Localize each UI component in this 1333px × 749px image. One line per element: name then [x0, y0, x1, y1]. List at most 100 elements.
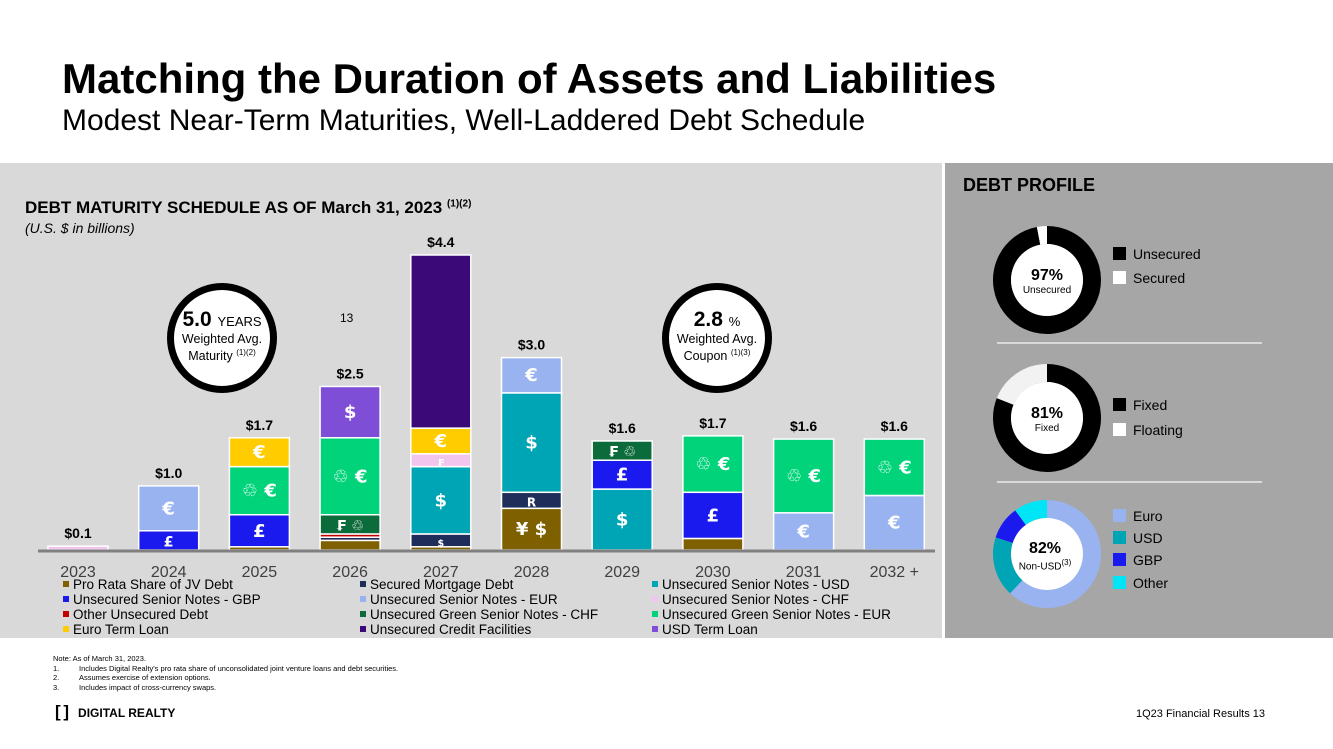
chart-legend-item-euro_term: Euro Term Loan: [63, 622, 169, 637]
legend-label: Pro Rata Share of JV Debt: [73, 577, 233, 592]
bar-segment-symbol: $: [525, 433, 538, 454]
legend-gbp: GBP: [1113, 552, 1163, 568]
x-tick-label: 2024: [151, 564, 187, 581]
bar-segment-2027-euro_term: [410, 427, 472, 455]
bar-segment-2028-eur: [500, 356, 563, 394]
legend-swatch: [360, 611, 366, 617]
chart-legend-item-usd: Unsecured Senior Notes - USD: [652, 577, 850, 592]
bar-segment-symbol: ♲ €: [695, 454, 730, 475]
page-title: Matching the Duration of Assets and Liab…: [62, 55, 997, 102]
donut1-slice-secured: [1036, 226, 1048, 245]
bar-segment-2028-jv: [500, 507, 563, 551]
bar-segment-symbol: €: [252, 442, 266, 463]
legend-swatch: [360, 581, 366, 587]
bar-segment-symbol: ♲ €: [786, 466, 821, 487]
donut1-center: [1011, 244, 1083, 316]
legend-label: Other Unsecured Debt: [73, 607, 209, 622]
chart-units: (U.S. $ in billions): [25, 220, 135, 236]
bar-segment-symbol: ₣ ♲: [608, 445, 636, 461]
bar-segment-2029-green_chf: [591, 440, 653, 461]
bar-segment-symbol: ♲ €: [877, 457, 912, 478]
legend-label: USD Term Loan: [662, 622, 758, 637]
legend-swatch: [63, 611, 69, 617]
bar-segment-symbol: $: [616, 510, 629, 531]
bar-total-label: $2.5: [336, 365, 363, 381]
bar-segment-2030-green_eur: [682, 435, 744, 494]
bar-segment-symbol: €: [434, 431, 448, 452]
donut1-slice-unsecured: [993, 226, 1101, 334]
digital-realty-logo: [ ] DIGITAL REALTY: [55, 702, 176, 721]
legend-swatch: [63, 581, 69, 587]
bar-total-label: $1.6: [609, 420, 636, 436]
bar-segment-2026-usd_term: [319, 385, 381, 439]
chart-legend-item-gbp: Unsecured Senior Notes - GBP: [63, 592, 261, 607]
chart-legend-item-usd_term: USD Term Loan: [652, 622, 758, 637]
bar-segment-2030-jv: [682, 537, 744, 551]
donut2-slice-fixed: [993, 364, 1101, 472]
bar-segment-2028-usd: [500, 392, 563, 494]
x-tick-label: 2023: [60, 564, 96, 581]
separator-2: [997, 481, 1262, 483]
donut1-label: 97% Unsecured: [1022, 267, 1072, 296]
legend-swatch: [63, 596, 69, 602]
legend-label: Unsecured Senior Notes - EUR: [370, 592, 558, 607]
bar-segment-symbol: £: [164, 534, 174, 550]
bar-segment-symbol: ♲ €: [242, 481, 277, 502]
legend-swatch: [652, 581, 658, 587]
x-tick-label: 2029: [604, 564, 640, 581]
bar-segment-2026-jv: [319, 539, 381, 551]
bar-total-label: $1.6: [881, 418, 908, 434]
bar-segment-symbol: $: [344, 402, 357, 423]
bar-segment-2023-chf: [47, 545, 109, 551]
bar-segment-symbol: £: [253, 521, 266, 542]
bar-segment-symbol: ♲ €: [333, 466, 368, 487]
legend-unsecured: Unsecured: [1113, 246, 1201, 262]
chart-legend-item-green_chf: Unsecured Green Senior Notes - CHF: [360, 607, 598, 622]
bar-segment-2032-green_eur: [863, 438, 926, 497]
donut2-slice-floating: [996, 364, 1048, 406]
donut2-label: 81% Fixed: [1030, 405, 1064, 434]
bar-segment-symbol: £: [707, 505, 720, 526]
bar-segment-symbol: €: [887, 513, 901, 534]
bar-segment-symbol: $: [437, 538, 444, 549]
legend-swatch: [652, 611, 658, 617]
donut3-slice-gbp: [995, 510, 1027, 544]
chart-title: DEBT MATURITY SCHEDULE AS OF March 31, 2…: [25, 198, 472, 217]
donut3-center: [1011, 518, 1083, 590]
debt-maturity-chart: $0.1 2023 £ € $1.0 2024 £ ♲ € € $1.7 2025 ₣ ♲ ♲ € $ $2…: [38, 234, 935, 581]
bar-segment-2031-green_eur: [772, 438, 835, 514]
chart-legend-item-jv: Pro Rata Share of JV Debt: [63, 577, 233, 592]
legend-label: Unsecured Senior Notes - GBP: [73, 592, 261, 607]
x-tick-label: 2031: [786, 564, 822, 581]
bar-total-label: $1.6: [790, 418, 817, 434]
bar-total-label: $4.4: [427, 234, 454, 250]
legend-label: Secured Mortgage Debt: [370, 577, 514, 592]
page-subtitle: Modest Near-Term Maturities, Well-Ladder…: [62, 104, 866, 137]
donut3-slice-usd: [993, 537, 1023, 594]
bar-segment-symbol: €: [796, 521, 810, 542]
legend-swatch: [63, 626, 69, 632]
legend-label: Unsecured Senior Notes - USD: [662, 577, 850, 592]
bar-segment-symbol: €: [161, 498, 175, 519]
chart-legend-item-secured: Secured Mortgage Debt: [360, 577, 513, 592]
chart-legend-item-chf: Unsecured Senior Notes - CHF: [652, 592, 849, 607]
x-tick-label: 2027: [423, 564, 459, 581]
legend-label: Unsecured Senior Notes - CHF: [662, 592, 849, 607]
legend-floating: Floating: [1113, 422, 1183, 438]
x-tick-label: 2025: [242, 564, 278, 581]
chart-legend-item-other: Other Unsecured Debt: [63, 607, 208, 622]
bar-segment-2027-credit: [410, 254, 472, 429]
bar-segment-2030-gbp: [682, 491, 744, 540]
x-tick-label: 2028: [514, 564, 550, 581]
legend-swatch: [652, 596, 658, 602]
donut3-slice-euro: [1010, 500, 1101, 608]
footer-page-label: 1Q23 Financial Results 13: [1136, 708, 1266, 720]
bar-segment-symbol: ₣ ♲: [336, 518, 364, 534]
debt-profile-donuts: [993, 226, 1101, 608]
legend-label: Unsecured Green Senior Notes - CHF: [370, 607, 599, 622]
bar-segment-symbol: $: [435, 490, 448, 511]
bar-segment-symbol: R: [527, 495, 537, 509]
legend-usd: USD: [1113, 530, 1163, 546]
chart-legend-item-credit: Unsecured Credit Facilities: [360, 622, 531, 637]
bar-segment-2029-gbp: [591, 459, 653, 490]
